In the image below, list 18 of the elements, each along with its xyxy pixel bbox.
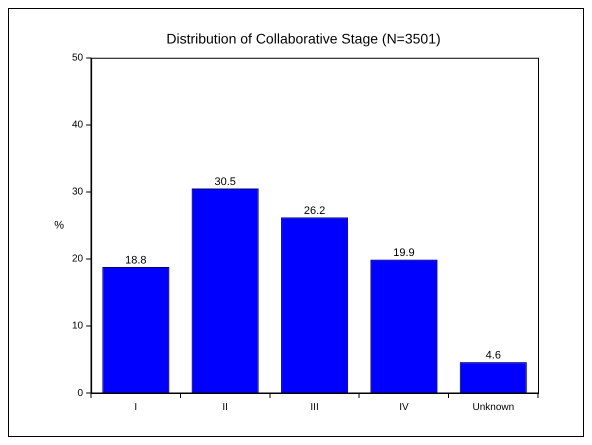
data-label: 4.6 <box>486 350 501 362</box>
x-tick-label: III <box>310 402 319 413</box>
chart-title: Distribution of Collaborative Stage (N=3501) <box>166 30 441 46</box>
data-label: 19.9 <box>393 247 415 260</box>
y-tick-label: 0 <box>78 388 84 399</box>
x-tick-label: I <box>134 402 138 413</box>
y-tick-label: 30 <box>72 186 84 198</box>
y-axis-title: % <box>54 219 64 232</box>
y-tick-label: 10 <box>72 320 84 332</box>
x-tick-label: IV <box>399 402 409 413</box>
y-tick-label: 40 <box>72 120 84 131</box>
data-label: 30.5 <box>214 176 236 188</box>
y-tick-label: 20 <box>72 254 84 265</box>
x-tick-label: II <box>222 402 228 413</box>
y-tick-label: 50 <box>72 52 84 64</box>
data-label: 26.2 <box>304 204 326 217</box>
x-tick-label: Unknown <box>472 402 514 413</box>
data-label: 18.8 <box>125 254 147 266</box>
